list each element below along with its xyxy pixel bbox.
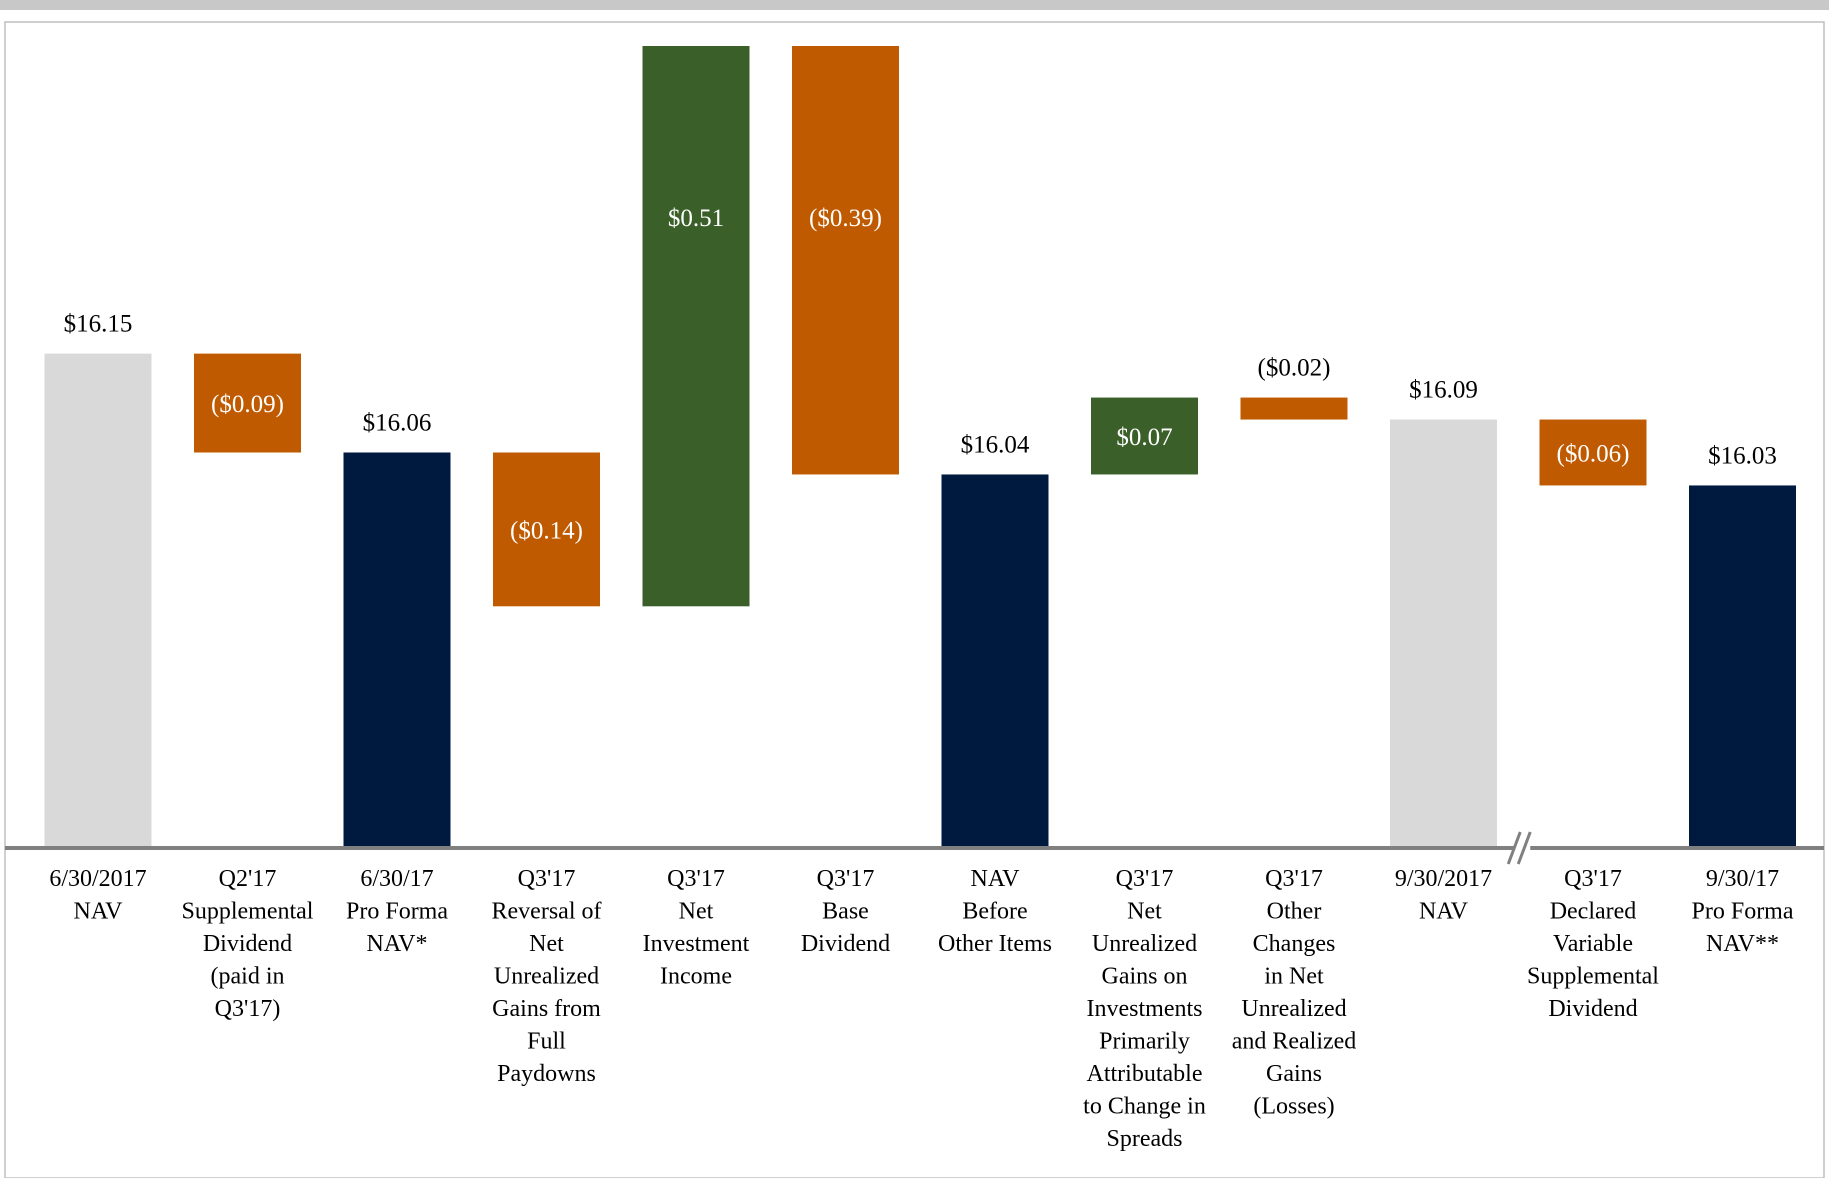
category-label-1-line-1: Supplemental (182, 899, 314, 925)
category-label-8-line-5: and Realized (1232, 1029, 1357, 1055)
category-label-2-line-2: NAV* (367, 931, 428, 957)
value-label-3: ($0.14) (510, 517, 583, 544)
bar-0 (44, 353, 152, 848)
value-label-11: $16.03 (1708, 442, 1777, 469)
category-label-3-line-3: Unrealized (494, 964, 599, 990)
category-label-7-line-0: Q3'17 (1116, 866, 1174, 892)
category-label-3-line-4: Gains from (492, 996, 601, 1022)
bar-5 (792, 46, 899, 475)
category-label-8-line-7: (Losses) (1253, 1094, 1334, 1120)
category-label-11-line-2: NAV** (1706, 931, 1779, 957)
category-label-6-line-0: NAV (971, 866, 1021, 892)
category-label-10-line-2: Variable (1553, 931, 1633, 957)
category-label-7-line-6: Attributable (1087, 1061, 1203, 1087)
category-label-11-line-1: Pro Forma (1692, 899, 1794, 925)
category-label-1-line-0: Q2'17 (219, 866, 277, 892)
category-label-9-line-0: 9/30/2017 (1395, 866, 1492, 892)
category-label-7-line-4: Investments (1087, 996, 1203, 1022)
value-label-2: $16.06 (363, 409, 432, 436)
bar-6 (941, 474, 1049, 848)
category-label-6-line-1: Before (962, 899, 1027, 925)
category-label-7-line-7: to Change in (1083, 1094, 1206, 1120)
bar-1 (194, 353, 301, 453)
category-label-10-line-0: Q3'17 (1564, 866, 1622, 892)
axis-break-slash-2 (1516, 831, 1532, 865)
category-label-7-line-1: Net (1127, 899, 1162, 925)
category-label-3-line-6: Paydowns (497, 1061, 596, 1087)
bar-4 (642, 46, 750, 607)
category-label-5-line-1: Base (822, 899, 869, 925)
category-label-7-line-3: Gains on (1102, 964, 1188, 990)
category-label-6-line-2: Other Items (938, 931, 1052, 957)
category-label-11-line-0: 9/30/17 (1706, 866, 1779, 892)
category-label-10-line-3: Supplemental (1527, 964, 1659, 990)
bar-7 (1091, 397, 1198, 475)
value-label-6: $16.04 (961, 431, 1030, 458)
category-label-1-line-2: Dividend (203, 931, 292, 957)
category-label-7-line-5: Primarily (1099, 1029, 1190, 1055)
value-label-0: $16.15 (64, 311, 133, 338)
bar-10 (1539, 419, 1647, 486)
bar-3 (493, 452, 600, 607)
category-label-8-line-1: Other (1267, 899, 1322, 925)
category-label-8-line-2: Changes (1253, 931, 1336, 957)
category-label-8-line-4: Unrealized (1241, 996, 1346, 1022)
category-label-5-line-0: Q3'17 (817, 866, 875, 892)
category-label-7-line-2: Unrealized (1092, 931, 1197, 957)
category-label-8-line-6: Gains (1266, 1061, 1322, 1087)
value-label-1: ($0.09) (211, 391, 284, 418)
category-label-4-line-0: Q3'17 (667, 866, 725, 892)
category-label-10-line-4: Dividend (1548, 996, 1637, 1022)
category-label-3-line-2: Net (529, 931, 564, 957)
category-label-5-line-2: Dividend (801, 931, 890, 957)
category-label-9-line-1: NAV (1419, 899, 1469, 925)
category-label-1-line-3: (paid in (211, 964, 285, 990)
category-label-10-line-1: Declared (1550, 899, 1637, 925)
category-label-4-line-1: Net (679, 899, 714, 925)
axis-layer (5, 831, 1824, 865)
value-label-4: $0.51 (668, 205, 724, 232)
category-label-2-line-1: Pro Forma (346, 899, 448, 925)
category-label-3-line-1: Reversal of (492, 899, 602, 925)
value-label-10: ($0.06) (1557, 440, 1630, 467)
bar-9 (1390, 419, 1497, 848)
value-label-7: $0.07 (1116, 424, 1172, 451)
value-label-5: ($0.39) (809, 205, 882, 232)
category-label-0-line-0: 6/30/2017 (49, 866, 146, 892)
category-label-8-line-3: in Net (1264, 964, 1324, 990)
bar-11 (1689, 485, 1796, 848)
bars-layer (44, 46, 1796, 848)
category-label-8-line-0: Q3'17 (1265, 866, 1323, 892)
category-label-4-line-3: Income (660, 964, 732, 990)
category-label-3-line-0: Q3'17 (518, 866, 576, 892)
axis-break-slash-1 (1506, 831, 1522, 865)
axis-break-gap (1514, 844, 1531, 852)
value-label-8: ($0.02) (1258, 355, 1331, 382)
top-band (0, 0, 1829, 10)
bar-2 (343, 452, 451, 848)
category-label-0-line-1: NAV (74, 899, 124, 925)
labels-layer: $16.15 6/30/2017 NAV ($0.09) Q2'17 Supplement… (49, 205, 1794, 1152)
category-label-1-line-4: Q3'17) (215, 996, 281, 1022)
category-label-7-line-8: Spreads (1107, 1126, 1183, 1152)
category-label-2-line-0: 6/30/17 (360, 866, 433, 892)
value-label-9: $16.09 (1409, 377, 1478, 404)
category-label-3-line-5: Full (527, 1029, 566, 1055)
bar-8 (1240, 397, 1348, 420)
category-label-4-line-2: Investment (643, 931, 750, 957)
